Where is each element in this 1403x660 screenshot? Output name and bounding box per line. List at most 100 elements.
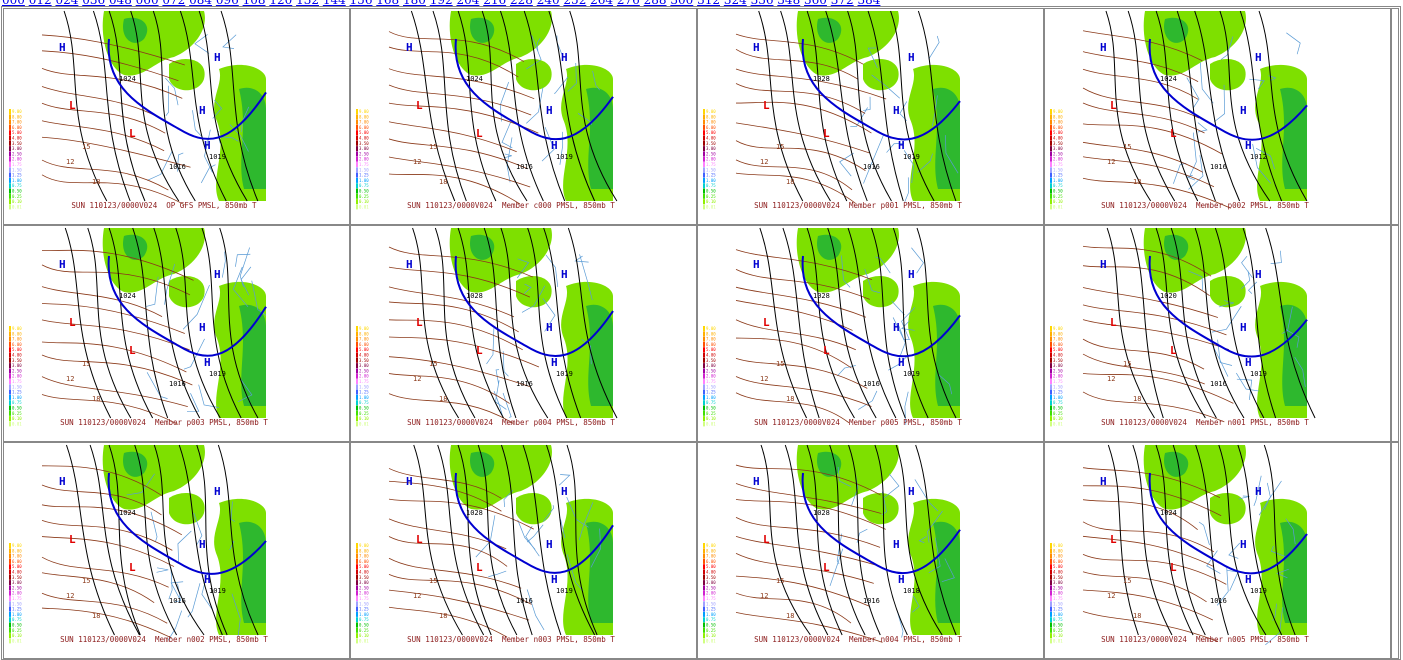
- hour-link[interactable]: 168: [376, 0, 400, 7]
- hour-link[interactable]: 204: [456, 0, 480, 7]
- hour-link[interactable]: 252: [563, 0, 587, 7]
- border-line: [945, 135, 959, 174]
- legend-swatch: [703, 119, 705, 125]
- hour-link[interactable]: 276: [616, 0, 640, 7]
- hour-link[interactable]: 324: [723, 0, 747, 7]
- hour-link[interactable]: 096: [215, 0, 239, 7]
- pressure-contour: [892, 227, 929, 419]
- pressure-contour: [413, 444, 463, 636]
- hour-link[interactable]: 348: [777, 0, 801, 7]
- hour-link[interactable]: 240: [536, 0, 560, 7]
- pressure-contour: [217, 444, 259, 636]
- map-image: H H L L H H 1024 1016 1019 15 12 18 9.008.007.006.00…: [356, 10, 618, 210]
- legend-label: 1.00: [359, 395, 369, 400]
- hour-link[interactable]: 216: [483, 0, 507, 7]
- legend-label: 1.50: [706, 601, 716, 606]
- hour-link[interactable]: 156: [349, 0, 373, 7]
- legend-label: 4.00: [12, 353, 22, 358]
- pressure-contour: [1214, 227, 1265, 419]
- hour-link[interactable]: 384: [857, 0, 881, 7]
- legend-swatch: [1050, 611, 1052, 617]
- legend-label: 4.00: [1053, 353, 1063, 358]
- legend-swatch: [356, 363, 358, 369]
- legend-label: 8.00: [706, 548, 716, 553]
- hour-link[interactable]: 336: [750, 0, 774, 7]
- hour-link[interactable]: 300: [670, 0, 694, 7]
- legend-label: 2.50: [12, 585, 22, 590]
- legend-swatch: [9, 331, 11, 337]
- map-label: H: [898, 356, 905, 369]
- map-caption: SUN 110123/0000V024 Member p004 PMSL, 85…: [407, 418, 615, 427]
- hour-link[interactable]: 120: [269, 0, 293, 7]
- legend-label: 2.00: [359, 157, 369, 162]
- temp-contour: [1082, 68, 1199, 100]
- border-line: [891, 300, 905, 316]
- border-line: [146, 276, 159, 307]
- legend-label: 5.00: [359, 130, 369, 135]
- legend-label: 0.25: [359, 628, 369, 633]
- legend-label: 3.00: [706, 363, 716, 368]
- hour-link[interactable]: 144: [322, 0, 346, 7]
- legend-swatch: [9, 336, 11, 342]
- hour-link[interactable]: 048: [108, 0, 132, 7]
- hour-link[interactable]: 084: [189, 0, 213, 7]
- legend-swatch: [356, 124, 358, 130]
- legend-swatch: [356, 140, 358, 146]
- legend-label: 8.00: [12, 548, 22, 553]
- hour-link[interactable]: 000: [2, 0, 25, 7]
- map-label: 1019: [556, 153, 573, 161]
- hour-link[interactable]: 312: [697, 0, 720, 7]
- hour-link[interactable]: 264: [590, 0, 614, 7]
- legend-swatch: [9, 352, 11, 358]
- legend-label: 9.00: [12, 543, 22, 548]
- hour-link[interactable]: 360: [804, 0, 827, 7]
- legend-label: 1.25: [706, 173, 716, 178]
- hour-link[interactable]: 060: [135, 0, 159, 7]
- border-line: [525, 526, 540, 557]
- legend-swatch: [356, 331, 358, 337]
- temp-contour: [1082, 611, 1219, 642]
- legend-swatch: [703, 326, 705, 331]
- map-label: 18: [1133, 178, 1141, 186]
- legend-label: 3.50: [359, 141, 369, 146]
- map-label: L: [823, 127, 830, 140]
- map-label: L: [1110, 316, 1117, 329]
- hour-link[interactable]: 192: [429, 0, 453, 7]
- pressure-contour: [1219, 10, 1271, 202]
- legend-swatch: [356, 146, 358, 152]
- pressure-contour: [1258, 10, 1308, 202]
- legend-swatch: [703, 394, 705, 400]
- legend-swatch: [703, 204, 705, 210]
- map-label: H: [204, 356, 211, 369]
- legend-label: 7.00: [359, 554, 369, 559]
- map-label: 12: [760, 158, 768, 166]
- map-label: 18: [92, 395, 100, 403]
- pressure-contour: [916, 227, 957, 419]
- legend-label: 9.00: [706, 543, 716, 548]
- hour-link[interactable]: 180: [403, 0, 426, 7]
- legend-swatch: [9, 569, 11, 575]
- legend-swatch: [1050, 379, 1052, 384]
- hour-link[interactable]: 012: [28, 0, 52, 7]
- legend-swatch: [703, 352, 705, 358]
- hour-link[interactable]: 108: [242, 0, 266, 7]
- hour-link[interactable]: 372: [830, 0, 854, 7]
- pressure-contour: [1218, 444, 1267, 636]
- map-label: H: [199, 321, 206, 334]
- hour-link[interactable]: 228: [509, 0, 533, 7]
- hour-link[interactable]: 072: [162, 0, 186, 7]
- hour-link[interactable]: 024: [55, 0, 79, 7]
- legend-label: 3.50: [359, 575, 369, 580]
- pressure-contour: [569, 10, 618, 202]
- legend-swatch: [1050, 590, 1052, 596]
- hour-link[interactable]: 036: [82, 0, 106, 7]
- temp-contour: [1082, 485, 1222, 517]
- legend-label: 8.00: [12, 331, 22, 336]
- border-line: [177, 530, 192, 563]
- map-label: L: [416, 533, 423, 546]
- hour-link[interactable]: 132: [296, 0, 319, 7]
- hour-link[interactable]: 288: [643, 0, 667, 7]
- legend-label: 3.00: [359, 363, 369, 368]
- temp-contour: [388, 480, 502, 512]
- border-line: [904, 177, 909, 202]
